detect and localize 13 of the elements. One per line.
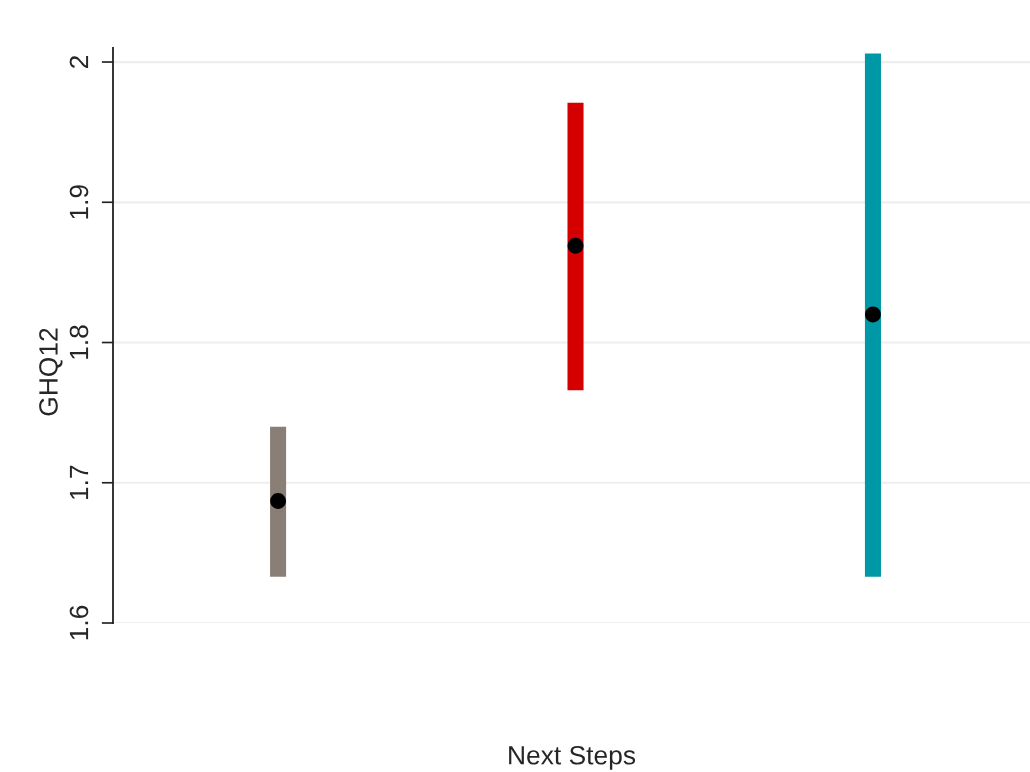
y-tick-label: 1.6 [69,605,89,640]
y-tick-label: 1.7 [69,465,89,500]
y-tick-label: 2 [69,56,89,69]
bar [864,53,881,577]
y-axis-title: GHQ12 [39,328,63,416]
point [270,493,286,509]
y-tick-label: 1.8 [69,325,89,359]
point [865,306,881,323]
point [567,237,584,254]
bar [270,426,287,577]
bar [567,102,584,391]
y-tick-label: 1.9 [69,185,89,219]
x-axis-title: Next Steps [509,745,636,770]
